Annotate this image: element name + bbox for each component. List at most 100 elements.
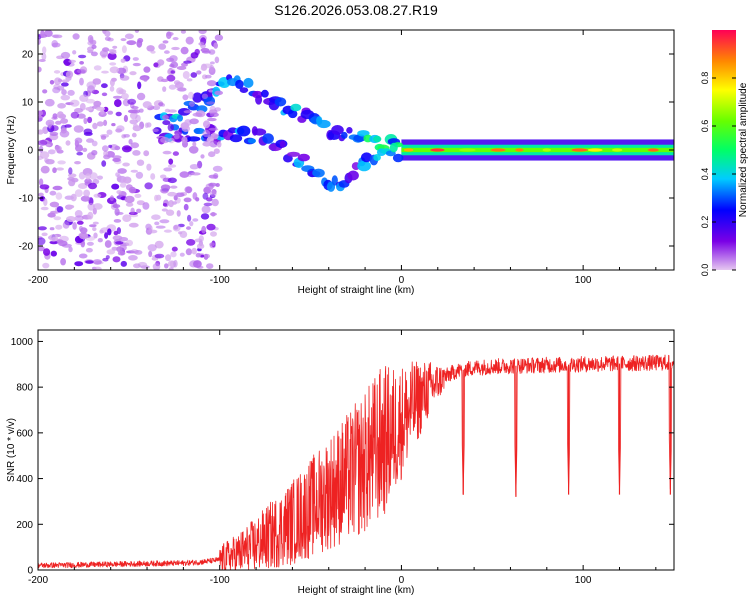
noise-blob (113, 219, 122, 223)
noise-blob (93, 266, 102, 270)
noise-blob (108, 144, 113, 148)
noise-blob (105, 255, 110, 260)
noise-blob (202, 141, 212, 147)
noise-blob (49, 227, 55, 231)
noise-blob (109, 66, 120, 74)
noise-blob (158, 43, 167, 50)
noise-blob (188, 145, 199, 154)
y-tick-label: 1000 (11, 337, 34, 348)
noise-blob (192, 112, 203, 117)
noise-blob (79, 232, 89, 240)
noise-blob (74, 261, 84, 267)
carrier-peak (459, 148, 476, 152)
noise-blob (167, 191, 177, 197)
branch-blob (331, 175, 338, 186)
noise-blob (107, 52, 117, 60)
noise-blob (85, 107, 93, 111)
noise-blob (175, 81, 184, 89)
noise-blob (109, 62, 117, 66)
noise-blob (206, 223, 216, 231)
noise-blob (93, 232, 98, 239)
noise-blob (168, 267, 174, 270)
noise-blob (121, 145, 132, 153)
branch-blob (229, 134, 243, 143)
noise-blob (133, 123, 138, 128)
spectrogram-xlabel: Height of straight line (km) (298, 285, 415, 296)
noise-blob (107, 228, 112, 236)
noise-blob (177, 87, 187, 92)
branch-blob (357, 160, 371, 172)
noise-blob (55, 120, 62, 125)
noise-blob (209, 212, 217, 216)
carrier-peak (571, 148, 588, 152)
noise-blob (97, 238, 103, 243)
noise-blob (158, 102, 164, 107)
noise-blob (117, 168, 127, 174)
noise-blob (118, 89, 127, 95)
noise-blob (120, 260, 128, 267)
noise-blob (68, 246, 73, 253)
noise-blob (53, 70, 61, 74)
noise-blob (214, 34, 224, 41)
noise-blob (100, 135, 107, 140)
noise-blob (143, 150, 150, 157)
y-tick-label: -20 (19, 242, 34, 253)
noise-blob (195, 197, 200, 202)
noise-blob (134, 193, 142, 198)
noise-blob (87, 211, 94, 220)
noise-blob (122, 176, 132, 184)
noise-blob (209, 190, 217, 198)
noise-blob (76, 68, 87, 74)
noise-blob (91, 44, 97, 50)
noise-blob (183, 203, 189, 211)
noise-blob (52, 113, 58, 119)
noise-blob (170, 70, 176, 74)
noise-blob (50, 125, 59, 132)
noise-blob (200, 213, 210, 220)
y-tick-label: -10 (19, 194, 34, 205)
noise-blob (172, 151, 179, 156)
noise-blob (164, 50, 170, 54)
noise-blob (113, 230, 119, 236)
noise-blob (86, 138, 94, 143)
noise-blob (79, 227, 88, 234)
noise-blob (104, 240, 112, 248)
branch-blob (247, 138, 256, 144)
noise-blob (144, 122, 149, 129)
noise-blob (52, 86, 61, 94)
noise-blob (190, 52, 199, 59)
noise-blob (79, 94, 89, 102)
noise-blob (135, 171, 144, 179)
noise-blob (95, 106, 106, 111)
noise-blob (209, 112, 219, 118)
noise-blob (216, 141, 222, 148)
branch-blob (239, 87, 249, 93)
noise-blob (155, 225, 166, 229)
noise-blob (179, 230, 188, 238)
noise-blob (38, 155, 44, 161)
noise-blob (79, 61, 84, 65)
noise-blob (85, 173, 92, 180)
noise-blob (40, 165, 50, 174)
noise-blob (116, 246, 123, 253)
noise-blob (134, 30, 140, 33)
noise-blob (137, 81, 142, 90)
noise-blob (187, 91, 194, 99)
noise-blob (182, 71, 190, 79)
noise-blob (49, 131, 59, 136)
spectrogram-ylabel: Frequency (Hz) (6, 116, 17, 185)
noise-blob (42, 262, 50, 269)
noise-blob (38, 139, 48, 146)
carrier-peak (587, 148, 603, 152)
noise-blob (92, 78, 102, 85)
noise-blob (45, 143, 51, 147)
noise-blob (115, 211, 124, 215)
branch-blob (331, 125, 344, 135)
snr-frame (37, 329, 675, 571)
noise-blob (146, 163, 152, 171)
noise-blob (200, 66, 208, 71)
branch-blob (361, 152, 373, 163)
